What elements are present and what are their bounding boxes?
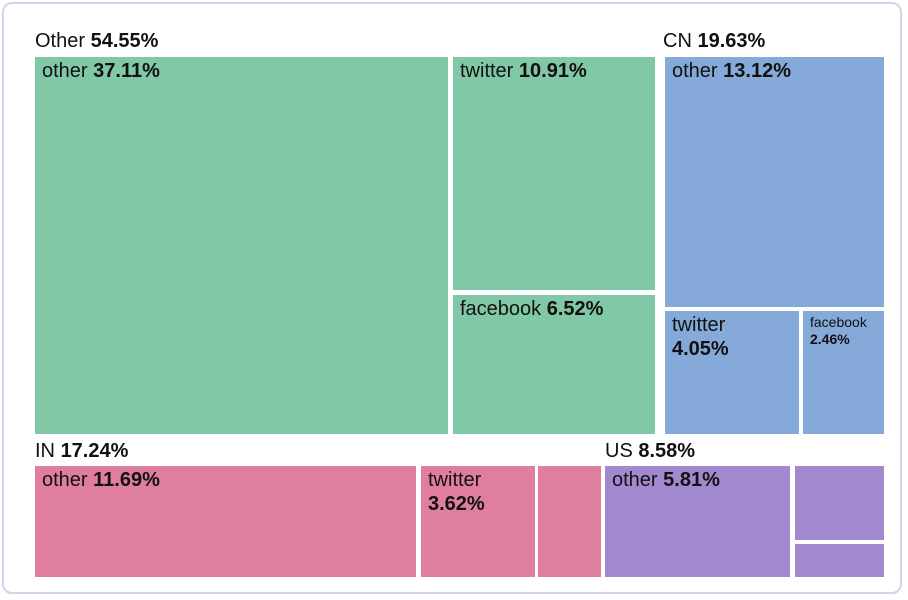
cell-cn-facebook[interactable]: facebook 2.46% — [803, 311, 884, 434]
group-value: 8.58% — [638, 440, 696, 462]
group-value: 54.55% — [90, 30, 159, 52]
cell-label: twitter 10.91% — [460, 60, 587, 82]
group-name: CN — [663, 30, 692, 52]
group-name: IN — [35, 440, 55, 462]
cell-label: facebook 2.46% — [810, 314, 867, 347]
group-label-other: Other 54.55% — [35, 30, 158, 53]
cell-in-twitter[interactable]: twitter 3.62% — [421, 466, 535, 577]
group-label-cn: CN 19.63% — [663, 30, 765, 53]
group-name: US — [605, 440, 633, 462]
group-value: 19.63% — [697, 30, 766, 52]
treemap-card: Other 54.55% CN 19.63% IN 17.24% US 8.58… — [2, 2, 902, 594]
cell-label: other 5.81% — [612, 469, 720, 491]
group-name: Other — [35, 30, 86, 52]
group-value: 17.24% — [60, 440, 129, 462]
cell-cn-twitter[interactable]: twitter 4.05% — [665, 311, 799, 434]
cell-other-facebook[interactable]: facebook 6.52% — [453, 295, 655, 434]
cell-us-other[interactable]: other 5.81% — [605, 466, 790, 577]
cell-label: other 13.12% — [672, 60, 791, 82]
group-label-us: US 8.58% — [605, 440, 695, 463]
cell-label: facebook 6.52% — [460, 298, 604, 320]
group-label-in: IN 17.24% — [35, 440, 128, 463]
cell-us-twitter[interactable] — [795, 466, 884, 540]
cell-label: twitter 3.62% — [428, 469, 485, 515]
cell-label: other 37.11% — [42, 60, 160, 82]
cell-us-facebook[interactable] — [795, 544, 884, 577]
cell-in-other[interactable]: other 11.69% — [35, 466, 416, 577]
cell-label: twitter 4.05% — [672, 314, 729, 360]
cell-other-twitter[interactable]: twitter 10.91% — [453, 57, 655, 290]
cell-other-other[interactable]: other 37.11% — [35, 57, 448, 434]
cell-label: other 11.69% — [42, 469, 160, 491]
cell-cn-other[interactable]: other 13.12% — [665, 57, 884, 307]
cell-in-facebook[interactable] — [538, 466, 601, 577]
